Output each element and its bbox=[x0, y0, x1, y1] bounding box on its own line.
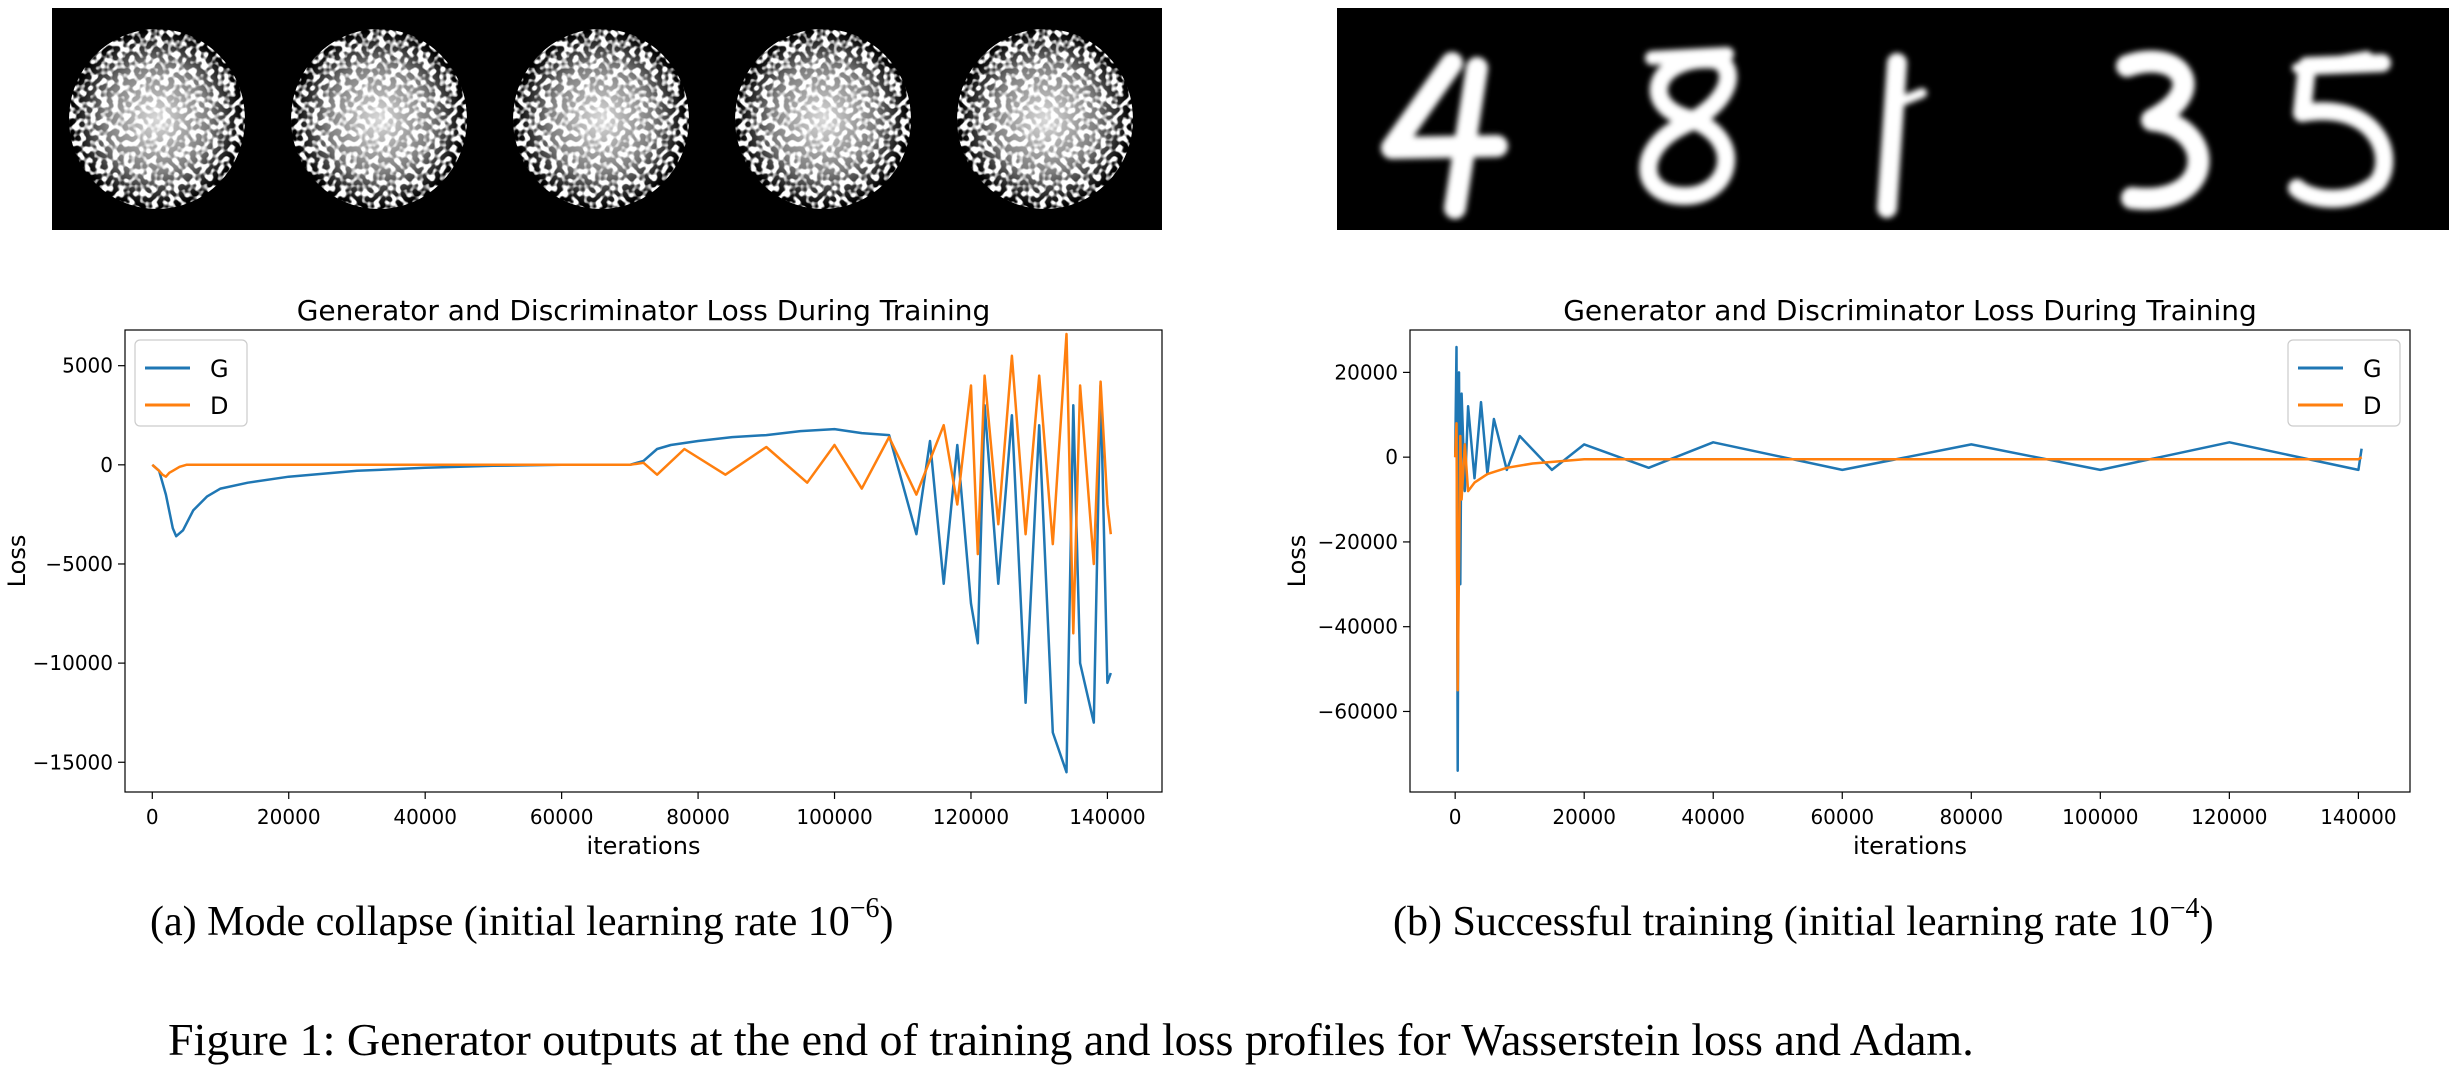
loss-charts: Generator and Discriminator Loss During … bbox=[3, 294, 2411, 860]
subcaption-b: (b) Successful training (initial learnin… bbox=[1393, 893, 2214, 946]
generated-digit-1 bbox=[1877, 53, 1927, 218]
chart-b-series-g-line bbox=[1453, 345, 2363, 773]
chart-b-legend-label-g: G bbox=[2363, 355, 2382, 383]
chart-a-series-g-line bbox=[151, 384, 1112, 774]
chart-b-axes-frame bbox=[1409, 329, 2411, 793]
chart-a-y-axis-label: Loss bbox=[3, 535, 31, 588]
chart-b-y-tick-label: −60000 bbox=[1318, 699, 1398, 723]
collapsed-sample-4 bbox=[735, 29, 911, 209]
chart-a-y-tick-label: −10000 bbox=[33, 651, 113, 675]
chart-a-series-d-line bbox=[151, 332, 1113, 635]
chart-a-x-tick-label: 100000 bbox=[796, 805, 872, 829]
samples-strip-b bbox=[1337, 8, 2449, 230]
chart-b-x-tick-label: 0 bbox=[1449, 805, 1462, 829]
chart-b-x-tick-label: 60000 bbox=[1810, 805, 1874, 829]
chart-b-title: Generator and Discriminator Loss During … bbox=[1563, 294, 2257, 327]
chart-a-y-tick-label: 0 bbox=[100, 453, 113, 477]
generated-digit-8 bbox=[1639, 47, 1737, 205]
chart-b-x-tick-label: 20000 bbox=[1552, 805, 1616, 829]
chart-b-y-tick-label: −40000 bbox=[1318, 615, 1398, 639]
chart-b-y-tick-label: 20000 bbox=[1334, 360, 1398, 384]
chart-b-x-tick-label: 40000 bbox=[1681, 805, 1745, 829]
chart-b-x-tick-label: 140000 bbox=[2320, 805, 2396, 829]
chart-a-y-tick-label: −5000 bbox=[45, 552, 113, 576]
samples-image-b bbox=[1381, 47, 2394, 219]
samples-image-a bbox=[69, 29, 1133, 209]
chart-b-series-d-line bbox=[1453, 421, 2363, 692]
chart-a-axes-frame bbox=[124, 329, 1163, 793]
chart-a-x-axis-label: iterations bbox=[587, 832, 701, 860]
samples-strip-a bbox=[52, 8, 1162, 230]
chart-a-x-tick-label: 40000 bbox=[393, 805, 457, 829]
chart-a-x-tick-label: 80000 bbox=[666, 805, 730, 829]
chart-a-legend-box bbox=[134, 339, 248, 427]
collapsed-sample-2 bbox=[291, 29, 467, 209]
chart-b-x-tick-label: 120000 bbox=[2191, 805, 2267, 829]
chart-b-legend-box bbox=[2287, 339, 2401, 427]
chart-a-legend-label-g: G bbox=[210, 355, 229, 383]
chart-a-y-tick-label: −15000 bbox=[33, 750, 113, 774]
collapsed-sample-5 bbox=[957, 29, 1133, 209]
chart-b-y-axis-label: Loss bbox=[1283, 535, 1311, 588]
chart-a-legend-label-d: D bbox=[210, 392, 228, 420]
figure-caption: Figure 1: Generator outputs at the end o… bbox=[168, 1014, 1974, 1065]
chart-a-x-tick-label: 140000 bbox=[1069, 805, 1145, 829]
subcaption-a: (a) Mode collapse (initial learning rate… bbox=[150, 893, 894, 946]
chart-b-x-tick-label: 80000 bbox=[1939, 805, 2003, 829]
collapsed-sample-3 bbox=[513, 29, 689, 209]
chart-b-x-tick-label: 100000 bbox=[2062, 805, 2138, 829]
collapsed-sample-1 bbox=[69, 29, 245, 209]
chart-b-x-axis-label: iterations bbox=[1853, 832, 1967, 860]
chart-b-y-tick-label: −20000 bbox=[1318, 530, 1398, 554]
chart-a-x-tick-label: 60000 bbox=[530, 805, 594, 829]
chart-a-y-tick-label: 5000 bbox=[62, 354, 113, 378]
chart-b-legend-label-d: D bbox=[2363, 392, 2381, 420]
chart-a-x-tick-label: 20000 bbox=[257, 805, 321, 829]
chart-a-title: Generator and Discriminator Loss During … bbox=[297, 294, 991, 327]
chart-a-x-tick-label: 0 bbox=[146, 805, 159, 829]
generated-digit-3 bbox=[2116, 50, 2210, 210]
generated-digit-4 bbox=[1381, 52, 1508, 219]
chart-b-y-tick-label: 0 bbox=[1385, 445, 1398, 469]
chart-a-x-tick-label: 120000 bbox=[933, 805, 1009, 829]
generated-digit-5 bbox=[2288, 51, 2394, 208]
